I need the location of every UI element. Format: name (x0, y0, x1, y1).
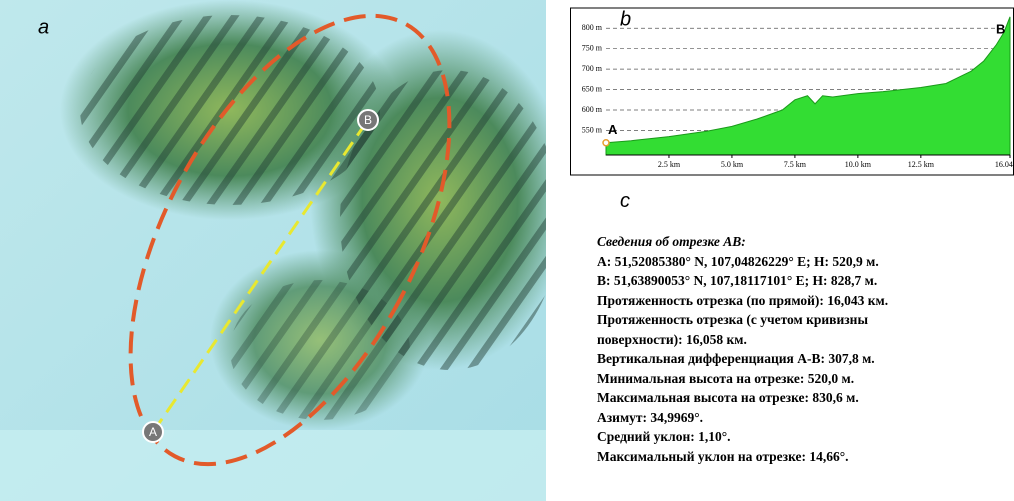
page: A B a b 550 m 600 m 650 m 700 m 750 m 800 m 2.… (0, 0, 1014, 501)
y-tick-label: 650 m (582, 84, 603, 93)
info-line: B: 51,63890053° N, 107,18117101° E; H: 8… (597, 271, 888, 291)
info-line: Средний уклон: 1,10°. (597, 427, 888, 447)
end-label: B (996, 21, 1005, 36)
info-line: Вертикальная дифференциация А-В: 307,8 м… (597, 349, 888, 369)
info-line: Максимальная высота на отрезке: 830,6 м. (597, 388, 888, 408)
info-line: Протяженность отрезка (по прямой): 16,04… (597, 291, 888, 311)
x-tick-label: 16.04 km (995, 160, 1014, 169)
y-tick-label: 550 m (582, 125, 603, 134)
info-line: Максимальный уклон на отрезке: 14,66°. (597, 447, 888, 467)
x-tick-label: 5.0 km (721, 160, 744, 169)
profile-chart: b 550 m 600 m 650 m 700 m 750 m 800 m 2.5 km 5.… (570, 0, 1014, 180)
info-title: Сведения об отрезке AB: (597, 232, 888, 252)
info-line: Азимут: 34,9969°. (597, 408, 888, 428)
panel-label: c (620, 190, 630, 213)
terrain-ridges (80, 15, 380, 205)
y-tick-label: 800 m (582, 23, 603, 32)
info-line: Минимальная высота на отрезке: 520,0 м. (597, 369, 888, 389)
y-tick-label: 600 m (582, 105, 603, 114)
y-tick-label: 750 m (582, 44, 603, 53)
start-label: A (608, 122, 618, 137)
start-marker (603, 140, 609, 146)
map: A B a (0, 0, 546, 501)
y-tick-label: 700 m (582, 64, 603, 73)
x-tick-label: 10.0 km (845, 160, 872, 169)
info-line: Протяженность отрезка (с учетом кривизны (597, 310, 888, 330)
terrain-ridges (230, 280, 410, 420)
info-line: поверхности): 16,058 км. (597, 330, 888, 350)
point-label: B (364, 113, 372, 127)
x-tick-label: 2.5 km (658, 160, 681, 169)
x-tick-label: 12.5 km (908, 160, 935, 169)
x-tick-label: 7.5 km (784, 160, 807, 169)
info-line: A: 51,52085380° N, 107,04826229° E; H: 5… (597, 252, 888, 272)
panel-label: a (38, 16, 49, 38)
info-text: Сведения об отрезке AB: A: 51,52085380° … (597, 232, 888, 466)
point-label: A (149, 425, 157, 439)
panel-label: b (620, 8, 631, 30)
valley (0, 430, 546, 501)
